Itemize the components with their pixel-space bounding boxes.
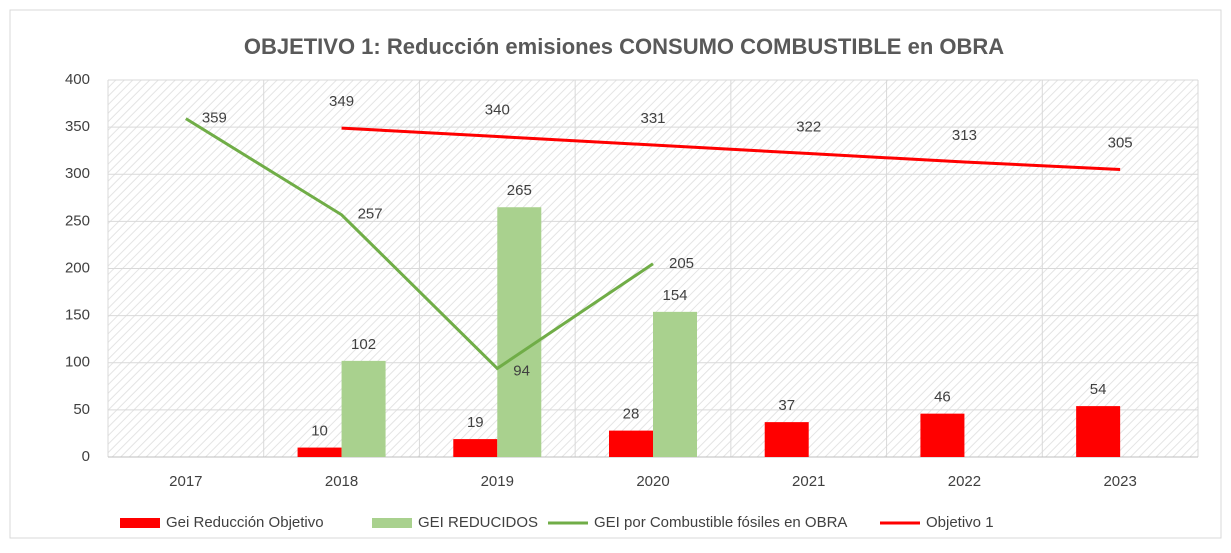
x-tick-label: 2022	[948, 473, 981, 490]
x-tick-label: 2019	[481, 473, 514, 490]
chart-title: OBJETIVO 1: Reducción emisiones CONSUMO …	[244, 34, 1004, 59]
legend-swatch	[120, 518, 160, 528]
legend-swatch	[372, 518, 412, 528]
x-tick-label: 2017	[169, 473, 202, 490]
legend-label: Objetivo 1	[926, 514, 994, 531]
bar	[609, 430, 653, 457]
legend-label: Gei Reducción Objetivo	[166, 514, 324, 531]
bar	[920, 413, 965, 457]
bar	[653, 311, 697, 457]
x-tick-label: 2023	[1103, 473, 1136, 490]
data-label: 10	[311, 423, 328, 440]
y-tick-label: 350	[65, 118, 90, 135]
data-label: 331	[640, 110, 665, 127]
legend-label: GEI por Combustible fósiles en OBRA	[594, 514, 847, 531]
data-label: 154	[662, 287, 687, 304]
y-tick-label: 400	[65, 71, 90, 88]
y-tick-label: 300	[65, 165, 90, 182]
data-label: 37	[778, 397, 795, 414]
data-label: 349	[329, 93, 354, 110]
data-label: 46	[934, 389, 951, 406]
data-label: 322	[796, 118, 821, 135]
data-label: 257	[358, 206, 383, 223]
bar	[764, 422, 809, 457]
data-label: 19	[467, 414, 484, 431]
bar	[341, 360, 386, 457]
y-tick-label: 200	[65, 259, 90, 276]
bar	[1076, 406, 1121, 457]
data-label: 94	[513, 362, 530, 379]
data-label: 205	[669, 255, 694, 272]
data-label: 359	[202, 110, 227, 127]
legend-label: GEI REDUCIDOS	[418, 514, 538, 531]
line-series	[341, 126, 1121, 172]
x-tick-label: 2021	[792, 473, 825, 490]
y-tick-label: 100	[65, 354, 90, 371]
y-tick-label: 150	[65, 307, 90, 324]
data-label: 340	[485, 102, 510, 119]
data-label: 305	[1108, 135, 1133, 152]
bar	[453, 439, 498, 457]
bar	[297, 447, 342, 457]
x-tick-label: 2020	[636, 473, 669, 490]
line-series	[185, 117, 654, 371]
bar	[497, 207, 542, 457]
data-label: 313	[952, 127, 977, 144]
x-tick-label: 2018	[325, 473, 358, 490]
y-tick-label: 50	[73, 401, 90, 418]
y-tick-label: 250	[65, 212, 90, 229]
data-label: 28	[623, 406, 640, 423]
data-label: 265	[507, 182, 532, 199]
data-label: 102	[351, 336, 376, 353]
data-label: 54	[1090, 381, 1107, 398]
y-tick-label: 0	[82, 448, 90, 465]
